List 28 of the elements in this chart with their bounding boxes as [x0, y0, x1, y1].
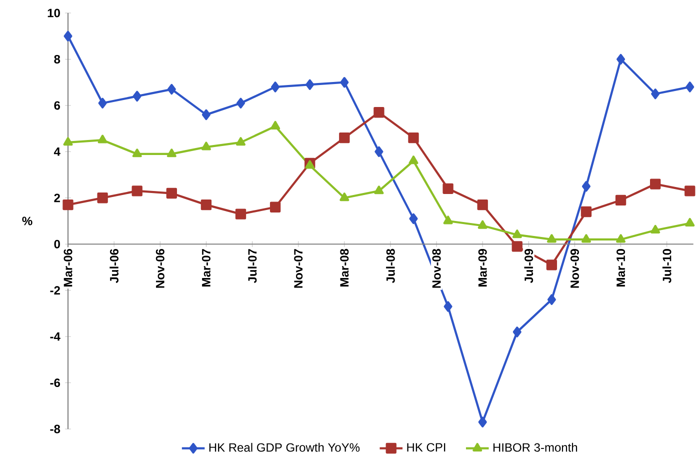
- x-tick-label: Mar-07: [202, 249, 210, 286]
- y-tick-label: -4: [50, 332, 60, 341]
- x-tick-label: Jul-07: [248, 249, 257, 284]
- x-tick-label: Mar-09: [478, 249, 487, 286]
- legend-label: HK CPI: [407, 443, 446, 452]
- y-tick-label: 4: [54, 148, 60, 156]
- y-tick-label: 6: [54, 101, 60, 110]
- y-tick-label: -6: [50, 378, 60, 388]
- x-tick-label: Jul-10: [662, 249, 672, 284]
- y-tick-label: -8: [50, 424, 60, 434]
- x-tick-label: Mar-10: [616, 249, 626, 286]
- x-tick-label: Nov-06: [156, 249, 164, 288]
- y-tick-label: 2: [54, 194, 60, 202]
- y-tick-label: 10: [48, 8, 60, 18]
- x-tick-label: Nov-09: [570, 249, 579, 288]
- x-tick-label: Jul-08: [386, 248, 395, 284]
- x-tick-label: Jul-06: [110, 249, 118, 284]
- x-tick-label: Nov-07: [294, 249, 303, 288]
- y-tick-label: -2: [50, 286, 60, 295]
- legend-label: HIBOR 3-month: [493, 442, 578, 452]
- x-tick-label: Mar-08: [340, 248, 349, 286]
- y-axis-title: %: [22, 216, 32, 226]
- y-tick-label: 8: [54, 54, 60, 64]
- x-tick-label: Jul-09: [524, 249, 534, 284]
- y-tick-label: 0: [54, 240, 60, 248]
- legend-label: HK Real GDP Growth YoY%: [209, 442, 360, 452]
- x-tick-label: Nov-08: [432, 248, 441, 288]
- x-tick-label: Mar-06: [64, 249, 72, 286]
